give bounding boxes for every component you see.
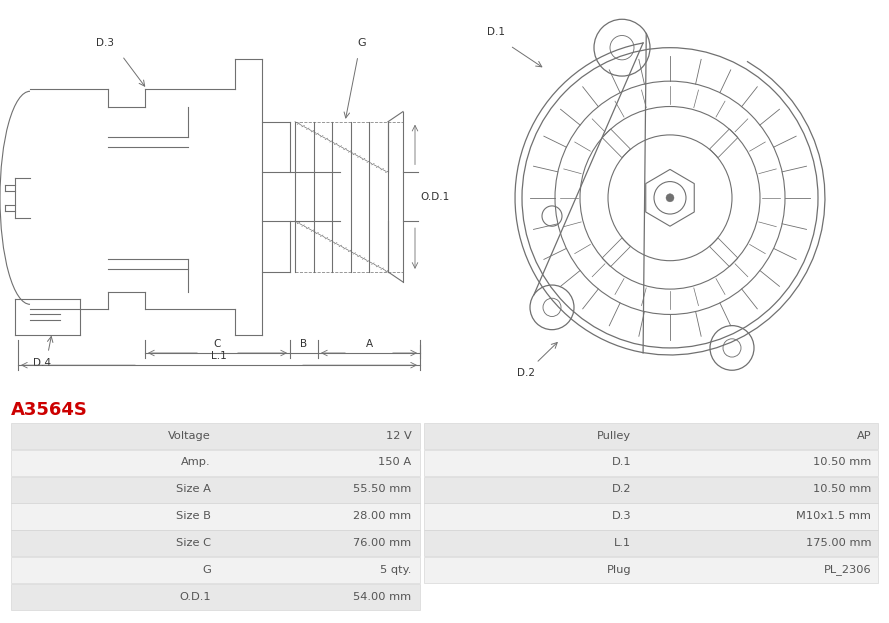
Circle shape	[666, 194, 674, 202]
Bar	[11, 557, 420, 583]
Bar	[424, 423, 878, 449]
Text: O.D.1: O.D.1	[420, 192, 449, 202]
Text: Amp.: Amp.	[181, 457, 211, 467]
Text: G: G	[357, 37, 366, 47]
Text: D.1: D.1	[612, 457, 631, 467]
Text: AP: AP	[857, 430, 871, 440]
Text: 10.50 mm: 10.50 mm	[813, 457, 871, 467]
Text: D.1: D.1	[487, 27, 505, 37]
Bar	[424, 557, 878, 583]
Bar	[424, 530, 878, 556]
Text: O.D.1: O.D.1	[179, 592, 211, 602]
Bar	[11, 503, 420, 530]
Text: D.3: D.3	[96, 37, 114, 47]
Text: Size A: Size A	[176, 484, 211, 494]
Text: 54.00 mm: 54.00 mm	[354, 592, 412, 602]
Text: 76.00 mm: 76.00 mm	[354, 538, 412, 548]
Text: Size B: Size B	[176, 511, 211, 521]
Text: 12 V: 12 V	[386, 430, 412, 440]
Text: 55.50 mm: 55.50 mm	[353, 484, 412, 494]
Text: Voltage: Voltage	[168, 430, 211, 440]
Bar	[11, 530, 420, 556]
Bar	[11, 584, 420, 610]
Bar	[11, 423, 420, 449]
Text: 5 qty.: 5 qty.	[380, 565, 412, 575]
Text: Plug: Plug	[606, 565, 631, 575]
Text: 150 A: 150 A	[379, 457, 412, 467]
Text: D.2: D.2	[612, 484, 631, 494]
Text: D.2: D.2	[517, 368, 535, 378]
Text: PL_2306: PL_2306	[823, 564, 871, 575]
Text: 10.50 mm: 10.50 mm	[813, 484, 871, 494]
Text: M10x1.5 mm: M10x1.5 mm	[797, 511, 871, 521]
Bar	[424, 477, 878, 503]
Text: Size C: Size C	[176, 538, 211, 548]
Bar	[424, 450, 878, 476]
Text: D.4: D.4	[33, 358, 51, 368]
Text: L.1: L.1	[614, 538, 631, 548]
Text: B: B	[300, 339, 308, 349]
Text: A: A	[365, 339, 372, 349]
Text: Pulley: Pulley	[597, 430, 631, 440]
Text: 28.00 mm: 28.00 mm	[354, 511, 412, 521]
Text: 175.00 mm: 175.00 mm	[805, 538, 871, 548]
Bar	[424, 503, 878, 530]
Text: D.3: D.3	[612, 511, 631, 521]
Text: G: G	[202, 565, 211, 575]
Text: L.1: L.1	[211, 351, 227, 361]
Text: C: C	[214, 339, 221, 349]
Text: A3564S: A3564S	[11, 401, 87, 419]
Bar	[11, 477, 420, 503]
Bar	[11, 450, 420, 476]
